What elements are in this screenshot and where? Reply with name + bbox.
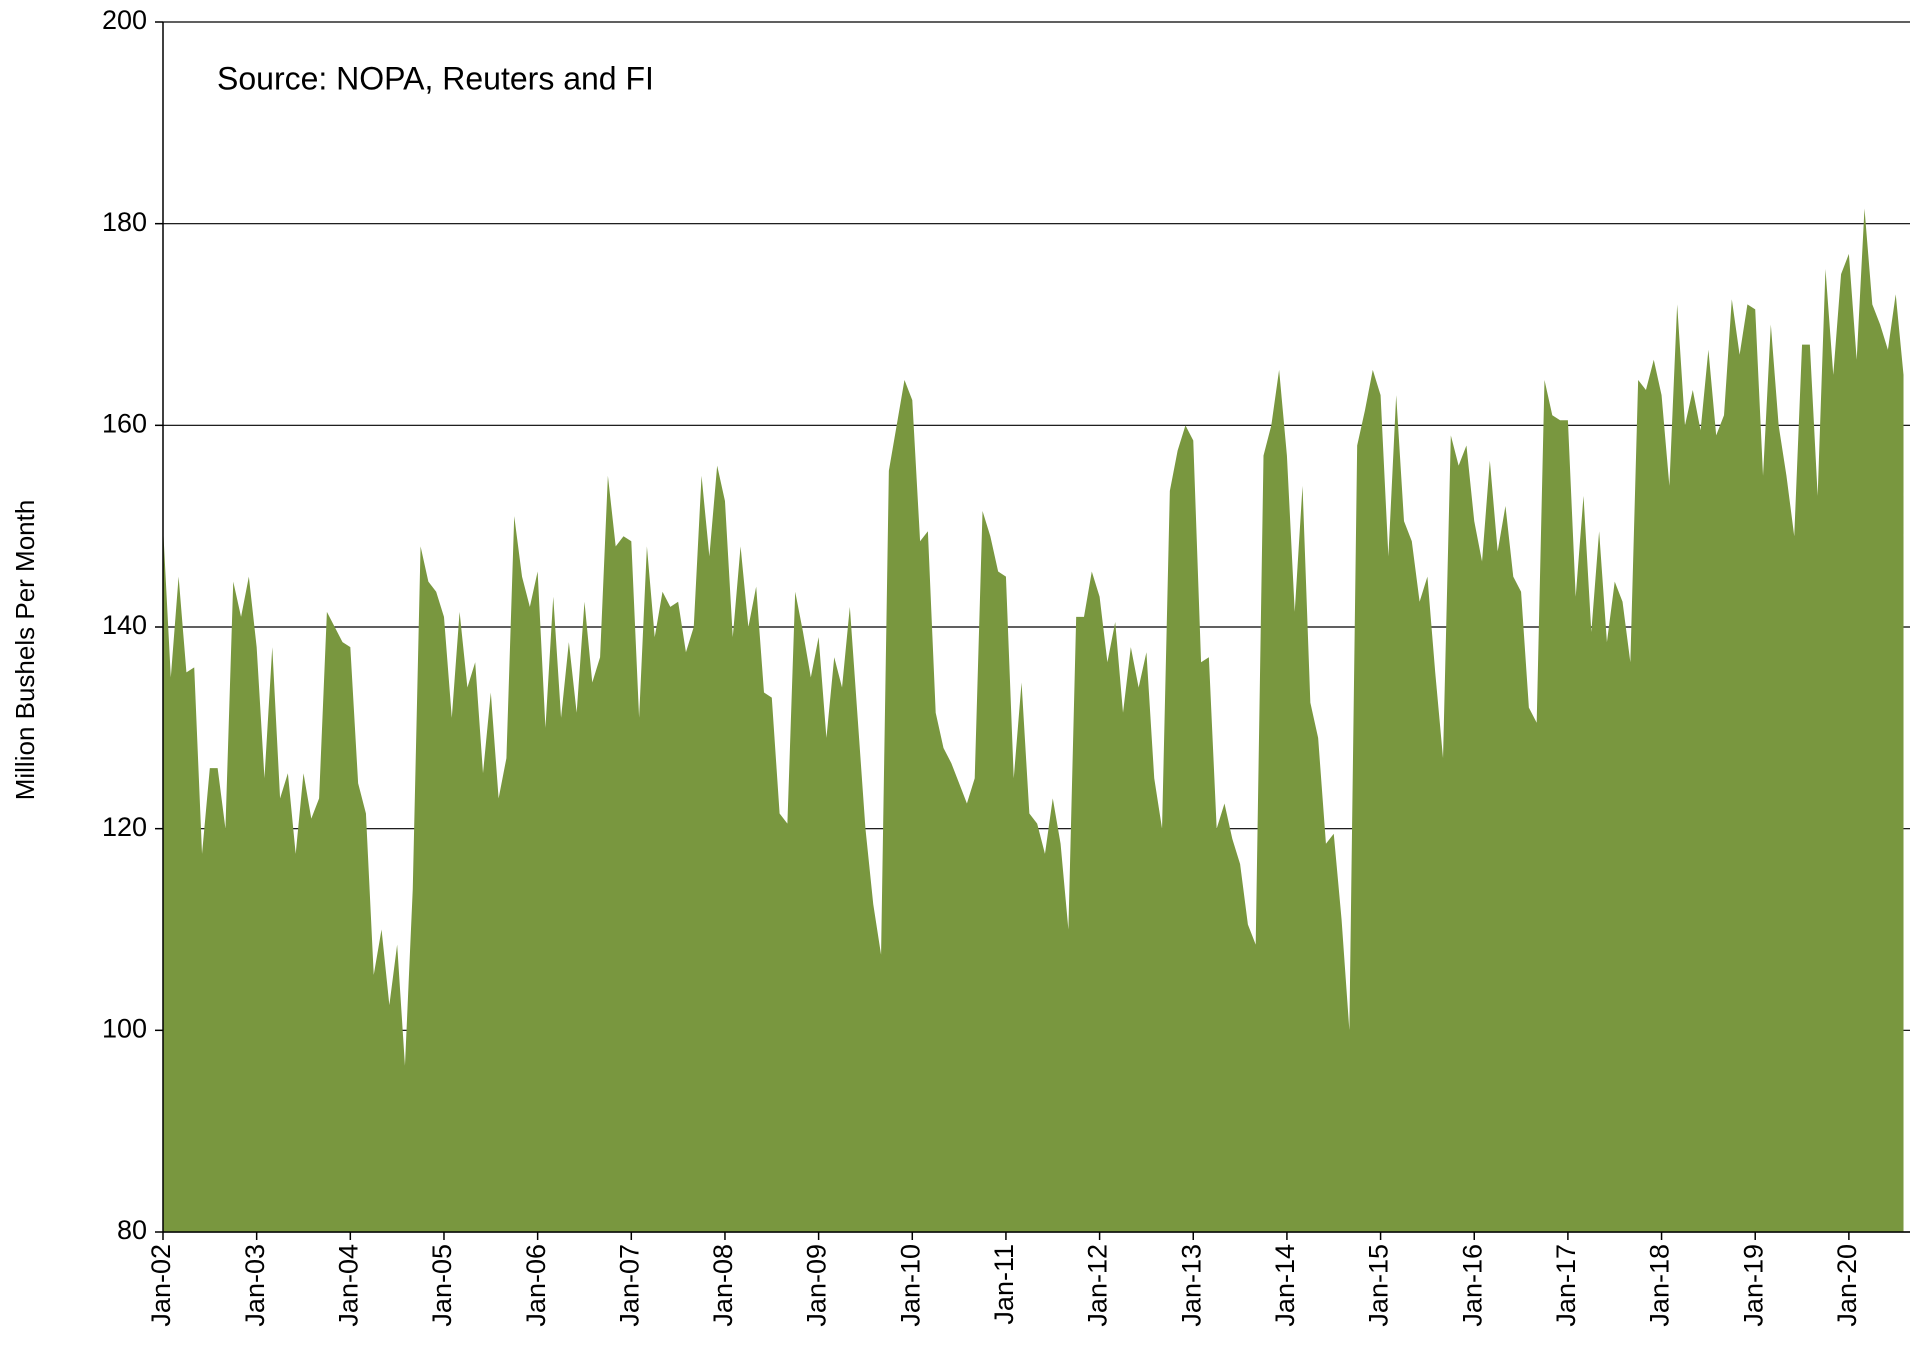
x-tick-label: Jan-17 [1551,1244,1581,1327]
x-tick-label: Jan-16 [1457,1244,1487,1327]
annotation: Source: NOPA, Reuters and FI [217,60,654,96]
x-tick-label: Jan-11 [989,1244,1019,1325]
x-tick-label: Jan-06 [521,1244,551,1327]
x-tick-label: Jan-03 [240,1244,270,1327]
x-tick-label: Jan-14 [1270,1244,1300,1327]
x-tick-label: Jan-05 [427,1244,457,1327]
y-tick-label: 140 [102,610,147,640]
x-tick-label: Jan-09 [802,1244,832,1327]
y-tick-label: 180 [102,207,147,237]
x-tick-label: Jan-15 [1364,1244,1394,1327]
y-tick-label: 200 [102,5,147,35]
y-tick-label: 120 [102,812,147,842]
x-tick-label: Jan-04 [333,1244,363,1327]
x-tick-label: Jan-07 [614,1244,644,1327]
y-axis-label: Million Bushels Per Month [10,500,40,801]
x-tick-label: Jan-08 [708,1244,738,1327]
x-tick-label: Jan-12 [1083,1244,1113,1327]
area [163,208,1904,1232]
x-tick-label: Jan-02 [146,1244,176,1327]
y-tick-label: 80 [117,1215,147,1245]
y-tick-label: 100 [102,1013,147,1043]
x-tick-label: Jan-13 [1176,1244,1206,1327]
x-tick-label: Jan-20 [1832,1244,1862,1327]
x-tick-label: Jan-10 [895,1244,925,1327]
x-tick-label: Jan-19 [1738,1244,1768,1327]
x-tick-label: Jan-18 [1645,1244,1675,1327]
y-tick-label: 160 [102,408,147,438]
